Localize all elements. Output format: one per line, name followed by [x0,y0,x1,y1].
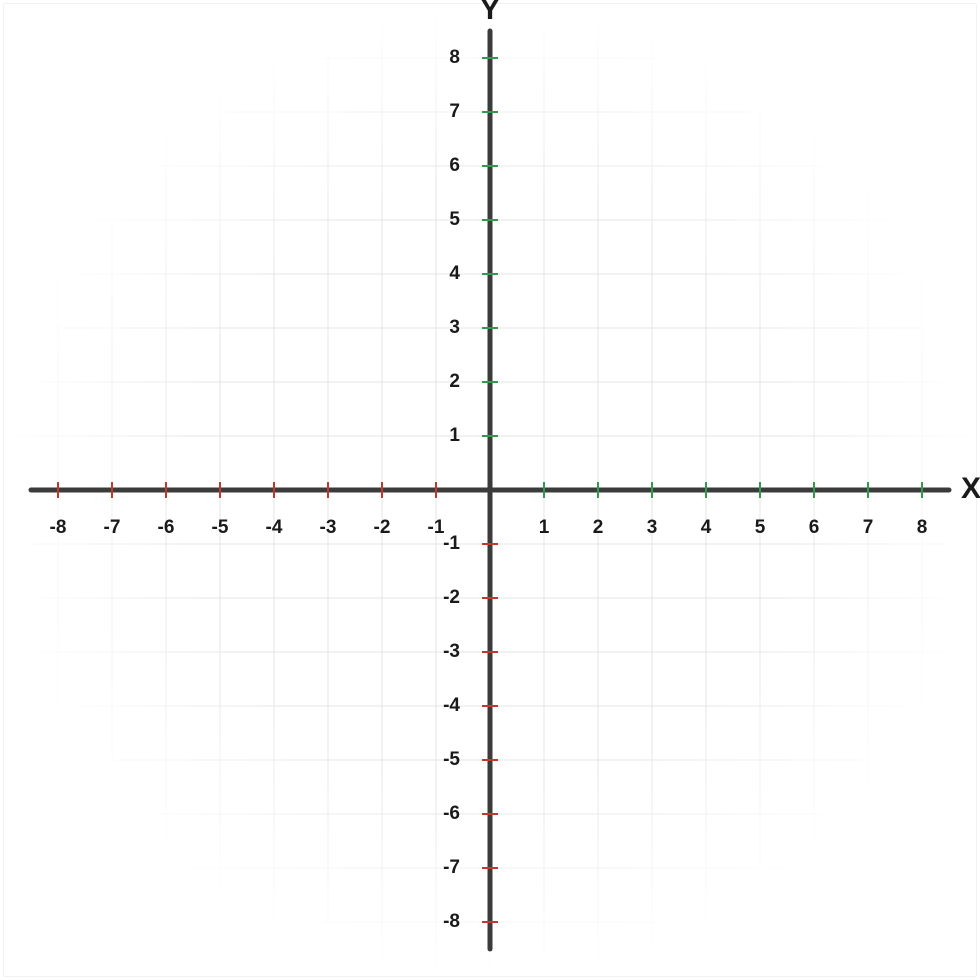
coordinate-plane-chart: -8-8-7-7-6-6-5-5-4-4-3-3-2-2-1-111223344… [0,0,980,980]
x-tick-label: 1 [539,517,550,538]
y-tick-label: 8 [449,47,460,68]
x-tick-label: -8 [50,517,67,538]
y-tick-label: -4 [443,695,460,716]
y-tick-label: -1 [443,533,460,554]
y-tick-label: 1 [449,425,460,446]
x-tick-label: -3 [320,517,337,538]
y-tick-label: 4 [449,263,460,284]
y-tick-label: 3 [449,317,460,338]
x-axis-label: X [961,472,980,505]
y-axis-label: Y [480,0,500,26]
x-tick-label: 6 [809,517,820,538]
y-tick-label: -3 [443,641,460,662]
y-tick-label: -5 [443,749,460,770]
x-tick-label: -4 [266,517,283,538]
x-tick-label: 3 [647,517,658,538]
y-tick-label: 2 [449,371,460,392]
y-tick-label: -6 [443,803,460,824]
x-tick-label: -7 [104,517,121,538]
x-tick-label: 7 [863,517,874,538]
y-tick-label: 6 [449,155,460,176]
y-tick-label: -8 [443,911,460,932]
x-tick-label: 8 [917,517,928,538]
y-tick-label: -7 [443,857,460,878]
x-tick-label: -6 [158,517,175,538]
x-tick-label: 5 [755,517,766,538]
y-tick-label: 7 [449,101,460,122]
x-tick-label: -5 [212,517,229,538]
x-tick-label: 2 [593,517,604,538]
y-tick-label: -2 [443,587,460,608]
x-tick-label: -2 [374,517,391,538]
y-tick-label: 5 [449,209,460,230]
x-tick-label: 4 [701,517,712,538]
